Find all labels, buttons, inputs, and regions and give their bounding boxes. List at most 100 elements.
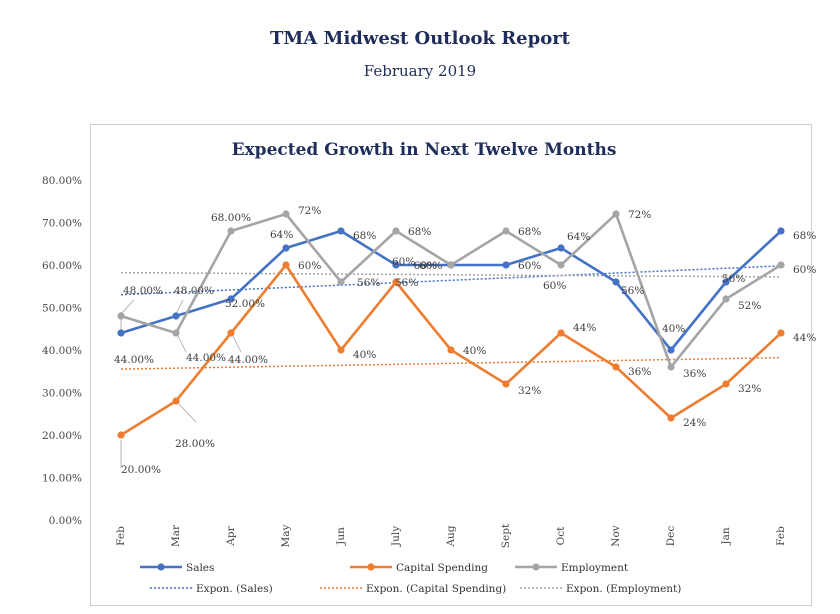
x-tick-label: July <box>390 526 402 547</box>
data-point-sales <box>667 346 675 354</box>
report-subtitle: February 2019 <box>363 62 477 80</box>
y-tick-label: 50.00% <box>42 303 82 315</box>
legend-marker <box>157 563 165 571</box>
x-tick-label: Jun <box>335 527 347 546</box>
data-point-employment <box>557 261 565 269</box>
data-label: 52.00% <box>225 298 265 310</box>
x-tick-label: Feb <box>115 526 127 546</box>
data-label: 60% <box>793 264 816 276</box>
x-tick-label: Feb <box>775 526 787 546</box>
data-label: 36% <box>628 366 651 378</box>
y-tick-label: 70.00% <box>42 218 82 230</box>
data-point-sales <box>612 278 620 286</box>
data-label: 44% <box>793 332 816 344</box>
data-label: 48.00% <box>174 285 214 297</box>
x-tick-label: Apr <box>225 525 237 546</box>
data-point-employment <box>447 261 455 269</box>
data-label: 56% <box>722 273 745 285</box>
y-tick-label: 20.00% <box>42 430 82 442</box>
data-label: 68% <box>793 230 816 242</box>
data-point-employment <box>392 227 400 235</box>
data-label: 72% <box>628 209 651 221</box>
data-point-employment <box>227 227 235 235</box>
x-tick-label: May <box>280 524 292 547</box>
data-label: 60% <box>543 280 566 292</box>
legend-label: Expon. (Employment) <box>566 583 681 595</box>
data-point-capital-spending <box>337 346 345 354</box>
leader-line <box>175 400 197 423</box>
data-point-sales <box>392 261 400 269</box>
data-point-sales <box>502 261 510 269</box>
data-point-employment <box>172 329 180 337</box>
data-label: 28.00% <box>175 438 215 450</box>
x-tick-label: Aug <box>445 525 457 547</box>
data-point-capital-spending <box>447 346 455 354</box>
data-label: 60% <box>414 260 437 272</box>
data-point-capital-spending <box>667 414 675 422</box>
data-label: 68% <box>353 230 376 242</box>
data-label: 32% <box>518 385 541 397</box>
data-label: 56% <box>395 277 418 289</box>
report-title: TMA Midwest Outlook Report <box>269 28 571 49</box>
data-point-capital-spending <box>227 329 235 337</box>
data-label: 40% <box>463 345 486 357</box>
legend-label: Sales <box>186 562 214 574</box>
data-label: 52% <box>738 300 761 312</box>
data-point-capital-spending <box>392 278 400 286</box>
data-point-capital-spending <box>557 329 565 337</box>
legend-label: Expon. (Capital Spending) <box>366 583 506 595</box>
chart-title: Expected Growth in Next Twelve Months <box>232 140 617 160</box>
data-label: 68% <box>518 226 541 238</box>
data-label: 60% <box>419 260 442 272</box>
legend-label: Capital Spending <box>396 562 488 574</box>
x-tick-label: Sept <box>500 523 512 548</box>
data-label: 56% <box>621 285 644 297</box>
data-label: 60% <box>298 260 321 272</box>
leader-line <box>175 299 184 315</box>
x-tick-label: Mar <box>170 524 182 547</box>
data-point-employment <box>722 295 730 303</box>
data-label: 40% <box>353 349 376 361</box>
data-label: 72% <box>298 205 321 217</box>
data-label: 32% <box>738 383 761 395</box>
series-line-employment <box>120 212 782 369</box>
leader-line <box>120 299 135 315</box>
data-point-employment <box>337 278 345 286</box>
data-label: 40% <box>662 323 685 335</box>
x-tick-label: Nov <box>610 525 622 547</box>
data-label: 44.00% <box>228 354 268 366</box>
data-label: 56% <box>357 277 380 289</box>
data-label: 64% <box>270 229 293 241</box>
y-tick-label: 30.00% <box>42 388 82 400</box>
x-tick-label: Oct <box>555 526 567 545</box>
trendline-3 <box>120 271 782 278</box>
data-point-employment <box>777 261 785 269</box>
data-label: 44% <box>573 322 596 334</box>
y-tick-label: 80.00% <box>42 175 82 187</box>
data-point-capital-spending <box>172 397 180 405</box>
y-tick-label: 0.00% <box>49 515 82 527</box>
data-point-employment <box>117 312 125 320</box>
data-label: 68% <box>408 226 431 238</box>
data-point-capital-spending <box>777 329 785 337</box>
data-point-capital-spending <box>722 380 730 388</box>
data-point-sales <box>117 329 125 337</box>
data-label: 68.00% <box>211 212 251 224</box>
data-point-capital-spending <box>117 431 125 439</box>
data-label: 24% <box>683 417 706 429</box>
y-tick-label: 10.00% <box>42 473 82 485</box>
y-tick-label: 40.00% <box>42 345 82 357</box>
data-point-sales <box>227 295 235 303</box>
data-label: 44.00% <box>186 352 226 364</box>
data-point-employment <box>282 210 290 218</box>
data-point-employment <box>667 363 675 371</box>
data-label: 60% <box>392 256 415 268</box>
data-point-sales <box>777 227 785 235</box>
x-tick-label: Dec <box>665 526 677 547</box>
data-label: 64% <box>567 231 590 243</box>
data-label: 60% <box>518 260 541 272</box>
trendline-1 <box>120 265 782 296</box>
data-point-capital-spending <box>502 380 510 388</box>
chart-frame <box>90 124 812 606</box>
